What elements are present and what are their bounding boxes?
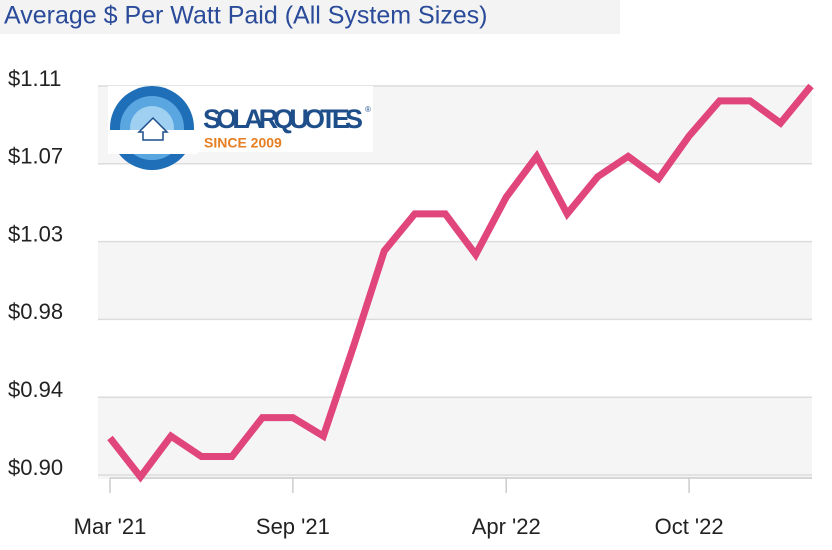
grid-band <box>98 319 812 398</box>
logo: SOLARQUOTES ® SINCE 2009 <box>108 86 373 170</box>
grid-band <box>98 241 812 320</box>
y-tick-label: $1.03 <box>8 221 63 246</box>
chart-title: Average $ Per Watt Paid (All System Size… <box>4 2 488 30</box>
y-tick-label: $0.90 <box>8 455 63 480</box>
logo-tagline: SINCE 2009 <box>204 135 282 151</box>
x-tick-label: Apr '22 <box>472 514 541 539</box>
logo-name: SOLARQUOTES <box>203 104 363 134</box>
grid-band <box>98 475 812 479</box>
x-tick-label: Oct '22 <box>655 514 724 539</box>
line-series <box>107 83 814 483</box>
logo-mark: ® <box>365 105 371 114</box>
grid-band <box>98 397 812 475</box>
y-tick-label: $1.11 <box>8 66 61 91</box>
logo-house <box>137 116 169 141</box>
x-tick-label: Sep '21 <box>256 514 330 539</box>
y-tick-label: $0.94 <box>8 377 63 402</box>
x-tick-label: Mar '21 <box>74 514 147 539</box>
plot-area: $0.90 $0.94 $0.98 $1.03 $1.07 $1.11 Mar '21 Sep… <box>8 66 814 539</box>
y-tick-label: $0.98 <box>8 299 63 324</box>
title-band <box>0 0 620 34</box>
y-tick-label: $1.07 <box>8 144 63 169</box>
